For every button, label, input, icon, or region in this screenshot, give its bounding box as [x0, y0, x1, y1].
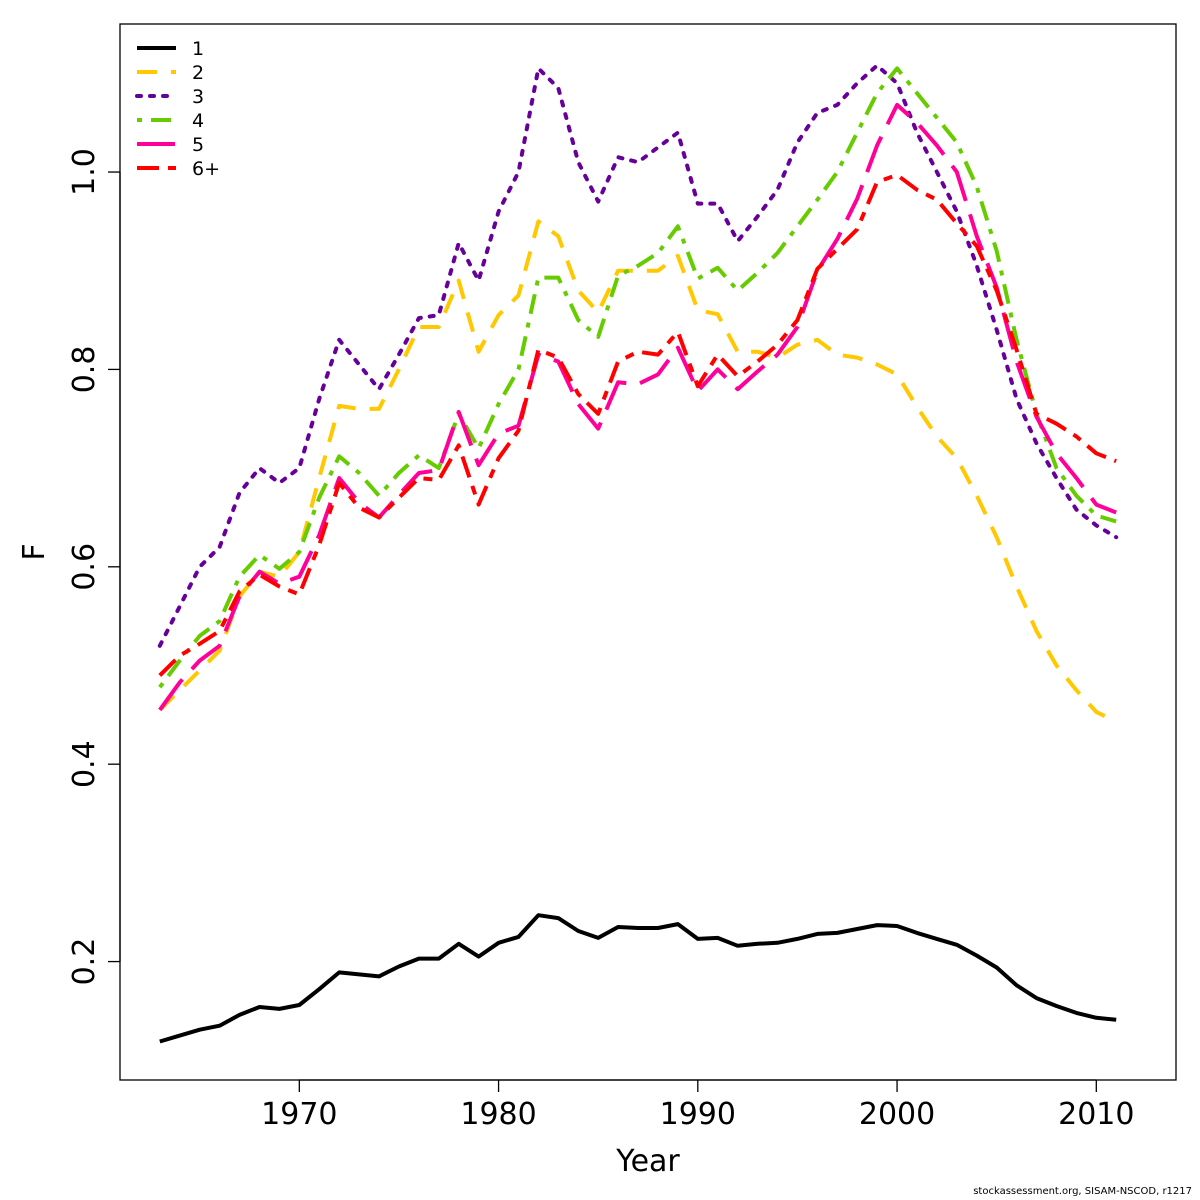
series-line-2 [158, 219, 1118, 724]
y-axis: 0.2 0.4 0.6 0.8 1.0 [67, 148, 121, 986]
series-line-3 [157, 63, 1119, 648]
series-line-5 [158, 102, 1117, 712]
series-line-4 [158, 66, 1117, 689]
legend-label-6plus: 6+ [192, 158, 220, 180]
x-axis-label: Year [615, 1144, 680, 1179]
series-line-1 [159, 913, 1117, 1044]
y-tick-label: 1.0 [67, 148, 102, 196]
legend-label-4: 4 [192, 110, 204, 132]
legend-label-1: 1 [192, 38, 204, 60]
legend-label-5: 5 [192, 134, 204, 156]
y-axis-label: F [17, 543, 52, 560]
y-tick-label: 0.2 [67, 938, 102, 986]
x-tick-label: 1980 [460, 1097, 536, 1132]
y-tick-label: 0.8 [67, 346, 102, 394]
x-tick-label: 2000 [859, 1097, 935, 1132]
series-line-6plus [158, 173, 1117, 677]
footer-credit: stockassessment.org, SISAM-NSCOD, r1217 [973, 1186, 1192, 1197]
x-tick-label: 1970 [261, 1097, 337, 1132]
legend-label-3: 3 [192, 86, 204, 108]
x-tick-label: 2010 [1058, 1097, 1134, 1132]
x-tick-label: 1990 [660, 1097, 736, 1132]
series-layer [157, 63, 1119, 1044]
x-axis: 1970 1980 1990 2000 2010 [261, 1079, 1134, 1132]
y-tick-label: 0.4 [67, 740, 102, 788]
plot-frame [119, 23, 1177, 1081]
legend-label-2: 2 [192, 62, 204, 84]
y-tick-label: 0.6 [67, 543, 102, 591]
